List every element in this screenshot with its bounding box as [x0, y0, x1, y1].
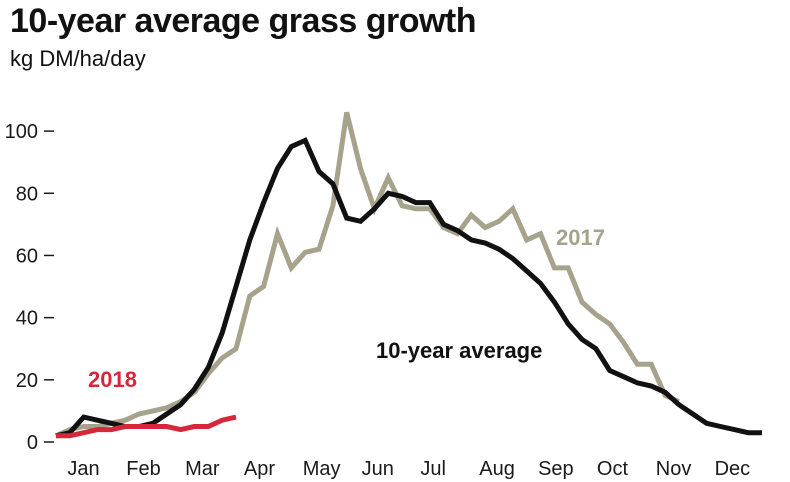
y-tick-label: 40 [16, 308, 38, 330]
x-tick-label: Jul [420, 458, 446, 480]
x-tick-label: Aug [479, 458, 515, 480]
chart-title: 10-year average grass growth [10, 2, 477, 40]
chart-subtitle: kg DM/ha/day [10, 46, 146, 71]
x-tick-label: Oct [597, 458, 629, 480]
y-tick-label: 80 [16, 183, 38, 205]
x-tick-label: Feb [126, 458, 160, 480]
y-tick-label: 60 [16, 245, 38, 267]
series-line-2017 [54, 111, 680, 439]
y-tick-label: 0 [27, 432, 38, 454]
x-tick-label: Jun [362, 458, 394, 480]
series-line-10-year-average [55, 137, 762, 439]
x-tick-label: Nov [656, 458, 692, 480]
series-label-2017: 2017 [556, 225, 605, 250]
series-line-2018 [56, 414, 237, 439]
x-tick-label: Sep [538, 458, 574, 480]
x-tick-label: Apr [244, 458, 275, 480]
x-tick-label: May [303, 458, 341, 480]
x-tick-label: Dec [715, 458, 751, 480]
y-tick-label: 100 [5, 121, 38, 143]
y-tick-label: 20 [16, 370, 38, 392]
x-tick-label: Jan [67, 458, 99, 480]
series-label-10-year-average: 10-year average [376, 338, 542, 363]
series-label-2018: 2018 [88, 367, 137, 392]
x-tick-label: Mar [185, 458, 220, 480]
